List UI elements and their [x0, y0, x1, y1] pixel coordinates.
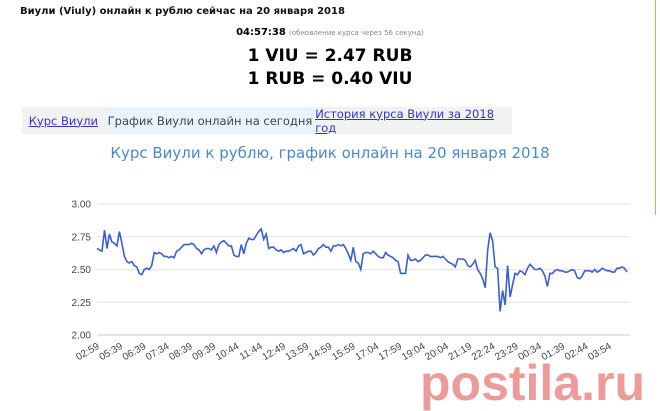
x-tick-label: 07:34 [144, 341, 172, 363]
chart-title: Курс Виули к рублю, график онлайн на 20 … [110, 144, 550, 162]
watermark: postila.ru [420, 355, 645, 411]
x-tick-label: 15:59 [330, 341, 358, 363]
update-note: (обновление курса через 56 секунд) [289, 29, 424, 37]
page-heading: Виули (Viuly) онлайн к рублю сейчас на 2… [20, 6, 345, 17]
tab-rate-link[interactable]: Курс Виули [28, 113, 98, 128]
x-tick-label: 10:44 [214, 341, 242, 363]
rate-viu-rub: 1 VIU = 2.47 RUB [247, 46, 413, 66]
time-row: 04:57:38 (обновление курса через 56 секу… [0, 27, 660, 38]
x-tick-label: 08:39 [167, 341, 195, 363]
x-tick-label: 09:39 [191, 341, 219, 363]
current-time: 04:57:38 [236, 27, 286, 38]
x-tick-label: 14:59 [307, 341, 335, 363]
y-tick-label: 2.25 [72, 298, 92, 309]
x-tick-label: 11:44 [238, 341, 265, 363]
side-panel-border [655, 0, 660, 215]
tab-history[interactable]: История курса Виули за 2018 год [315, 106, 512, 135]
x-tick-label: 02:59 [74, 341, 102, 363]
tab-chart-label: График Виули онлайн на сегодня [107, 113, 313, 128]
y-tick-label: 2.50 [72, 265, 92, 276]
x-tick-label: 13:59 [284, 341, 312, 363]
tab-chart-today[interactable]: График Виули онлайн на сегодня [104, 107, 316, 134]
y-tick-label: 3.00 [72, 200, 92, 211]
y-tick-label: 2.00 [72, 331, 92, 342]
rate-rub-viu: 1 RUB = 0.40 VIU [247, 69, 413, 89]
y-tick-label: 2.75 [72, 232, 92, 243]
tab-history-link[interactable]: История курса Виули за 2018 год [315, 106, 495, 135]
x-tick-label: 17:59 [377, 341, 405, 363]
x-tick-label: 12:49 [261, 341, 289, 363]
tab-rate[interactable]: Курс Виули [22, 107, 105, 134]
tab-bar: Курс Виули График Виули онлайн на сегодн… [22, 106, 512, 135]
x-tick-label: 17:04 [354, 341, 382, 363]
x-tick-label: 06:39 [121, 341, 149, 363]
x-tick-label: 05:39 [98, 341, 126, 363]
series-line [96, 227, 628, 312]
